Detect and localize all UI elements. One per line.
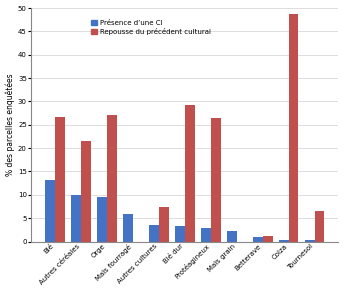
Bar <box>263 236 272 242</box>
Bar <box>227 231 237 242</box>
Bar <box>279 240 289 242</box>
Bar <box>305 240 315 242</box>
Bar <box>71 195 81 242</box>
Bar <box>253 237 263 242</box>
Bar <box>159 207 169 242</box>
Bar <box>81 141 91 242</box>
Bar <box>315 211 324 242</box>
Bar <box>175 226 185 242</box>
Bar <box>97 197 107 242</box>
Bar <box>201 228 211 242</box>
Bar <box>211 118 221 242</box>
Bar <box>149 225 159 242</box>
Legend: Présence d’une CI, Repousse du précédent cultural: Présence d’une CI, Repousse du précédent… <box>90 19 212 36</box>
Y-axis label: % des parcelles enquêtées: % des parcelles enquêtées <box>6 74 15 176</box>
Bar <box>185 105 195 242</box>
Bar <box>289 14 299 242</box>
Bar <box>45 180 55 242</box>
Bar <box>123 214 133 242</box>
Bar <box>55 117 65 242</box>
Bar <box>107 116 117 242</box>
